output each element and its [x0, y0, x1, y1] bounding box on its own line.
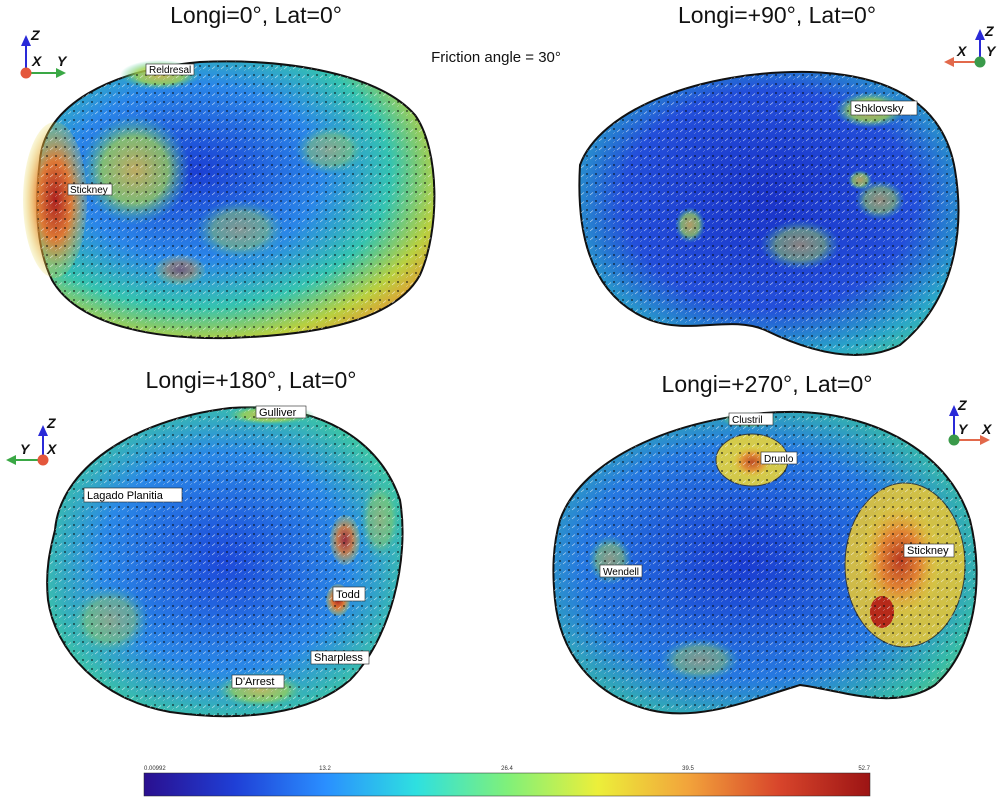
crater-label-gulliver: Gulliver: [255, 405, 307, 419]
colorbar-tick-3: 39.5: [682, 766, 694, 772]
axis-triad-0: Z X Y: [20, 27, 68, 79]
svg-text:X: X: [46, 441, 58, 457]
svg-text:Z: Z: [957, 397, 967, 413]
crater-label-lagado-planitia: Lagado Planitia: [83, 487, 183, 503]
crater-label-shklovsky: Shklovsky: [850, 100, 918, 116]
crater-label-drunlo: Drunlo: [760, 451, 798, 465]
axis-z-label: Z: [30, 27, 40, 43]
crater-label-reldresal: Reldresal: [145, 63, 195, 76]
svg-text:Z: Z: [984, 23, 994, 39]
colorbar: 0.00992 13.2 26.4 39.5 52.7: [143, 766, 871, 797]
svg-text:Stickney: Stickney: [70, 185, 108, 196]
svg-text:Drunlo: Drunlo: [764, 454, 794, 465]
view-title-1: Longi=+90°, Lat=0°: [678, 2, 876, 28]
colorbar-tick-0: 0.00992: [144, 766, 166, 772]
colorbar-tick-1: 13.2: [319, 766, 331, 772]
view-title-3: Longi=+270°, Lat=0°: [662, 371, 873, 397]
body-view-2: [46, 405, 404, 718]
crater-label-clustril: Clustril: [728, 412, 774, 426]
svg-text:X: X: [981, 421, 993, 437]
axis-triad-2: Z Y X: [6, 415, 58, 466]
svg-text:Y: Y: [20, 441, 31, 457]
svg-text:Z: Z: [46, 415, 56, 431]
body-view-1: [578, 70, 960, 356]
crater-label-wendell: Wendell: [599, 564, 643, 578]
svg-text:Y: Y: [986, 43, 997, 59]
svg-text:Gulliver: Gulliver: [259, 407, 297, 419]
svg-text:Lagado Planitia: Lagado Planitia: [87, 490, 164, 502]
view-title-0: Longi=0°, Lat=0°: [170, 2, 342, 28]
svg-text:Todd: Todd: [336, 589, 360, 601]
crater-label-stickney-0: Stickney: [67, 183, 113, 196]
svg-text:Stickney: Stickney: [907, 545, 949, 557]
crater-label-sharpless: Sharpless: [310, 650, 370, 665]
svg-text:Clustril: Clustril: [732, 415, 763, 426]
colorbar-tick-4: 52.7: [858, 766, 870, 772]
body-view-3: [552, 410, 978, 715]
svg-text:Wendell: Wendell: [603, 567, 639, 578]
axis-x-label: X: [31, 53, 43, 69]
svg-text:Y: Y: [958, 421, 969, 437]
svg-text:Sharpless: Sharpless: [314, 652, 363, 664]
axis-triad-3: Z Y X: [948, 397, 993, 446]
crater-label-todd: Todd: [332, 586, 366, 602]
svg-text:Shklovsky: Shklovsky: [854, 103, 904, 115]
crater-label-darrest: D'Arrest: [231, 674, 285, 689]
colorbar-tick-2: 26.4: [501, 766, 513, 772]
axis-y-label: Y: [57, 53, 68, 69]
svg-text:D'Arrest: D'Arrest: [235, 676, 274, 688]
svg-text:X: X: [956, 43, 968, 59]
body-view-0: [23, 60, 436, 340]
view-title-2: Longi=+180°, Lat=0°: [146, 367, 357, 393]
crater-label-stickney-3: Stickney: [903, 543, 955, 558]
svg-text:Reldresal: Reldresal: [149, 65, 191, 76]
friction-angle-label: Friction angle = 30°: [431, 49, 561, 66]
axis-triad-1: Z X Y: [944, 23, 997, 68]
